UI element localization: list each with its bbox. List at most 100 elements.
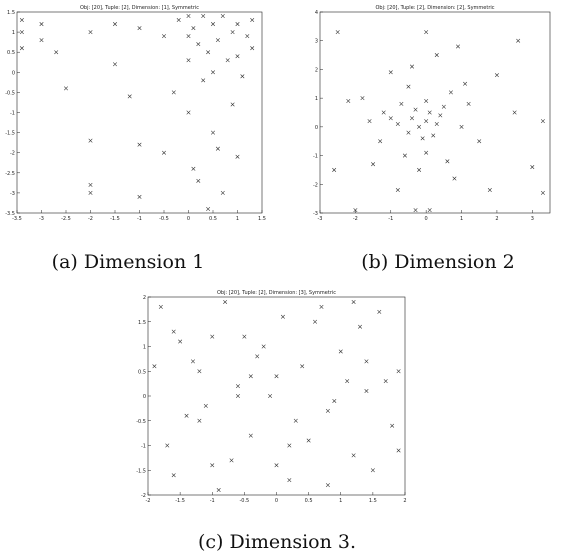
point (494, 73, 499, 78)
point (196, 42, 201, 47)
point (445, 159, 450, 164)
point (406, 130, 411, 135)
point (171, 90, 176, 95)
point (351, 453, 356, 458)
y-tick-label: -0.5 (5, 90, 15, 96)
y-tick-label: 1 (12, 30, 15, 36)
point (250, 18, 255, 23)
point (137, 194, 142, 199)
point (201, 78, 206, 83)
point (540, 190, 545, 195)
chart-title: Obj: [20], Tuple: [2], Dimension: [2], S… (375, 5, 494, 11)
point (63, 86, 69, 91)
point (210, 130, 216, 135)
point (313, 319, 318, 324)
point (280, 314, 285, 319)
point (197, 369, 202, 374)
point (88, 182, 93, 187)
point (319, 304, 324, 309)
x-tick-label: 0 (425, 216, 428, 222)
point (424, 150, 429, 155)
x-tick-label: 1.5 (369, 498, 377, 504)
point (206, 206, 211, 211)
point (332, 398, 337, 403)
point (158, 304, 163, 309)
point (171, 473, 176, 478)
point (448, 90, 453, 95)
y-tick-label: 3 (315, 39, 318, 45)
point (358, 324, 363, 329)
point (396, 369, 401, 374)
point (215, 146, 220, 151)
point (345, 379, 350, 384)
point (431, 133, 436, 138)
y-tick-label: 0.5 (138, 369, 146, 375)
point (417, 167, 422, 172)
point (165, 443, 170, 448)
y-tick-label: 0 (315, 125, 318, 131)
point (197, 418, 202, 423)
point (230, 30, 235, 35)
point (338, 349, 343, 354)
point (176, 18, 181, 23)
point (381, 110, 386, 115)
point (424, 99, 429, 104)
point (383, 379, 388, 384)
point (427, 110, 432, 115)
point (210, 334, 215, 339)
point (137, 26, 142, 31)
point (417, 124, 422, 129)
chart-title: Obj: [20], Tuple: [2], Dimension: [3], S… (217, 290, 336, 296)
y-tick-label: 1.5 (7, 10, 15, 16)
point (530, 165, 535, 170)
x-tick-label: 1 (339, 498, 342, 504)
point (39, 38, 44, 43)
point (463, 81, 468, 86)
point (203, 403, 208, 408)
point (388, 70, 393, 75)
point (360, 96, 365, 101)
point (220, 190, 225, 195)
y-tick-label: 1 (315, 96, 318, 102)
point (240, 74, 245, 79)
point (378, 139, 383, 144)
x-tick-label: -3 (39, 216, 44, 222)
y-tick-label: -2 (141, 493, 146, 499)
x-tick-label: 0 (187, 216, 190, 222)
point (191, 166, 196, 171)
x-tick-label: -2.5 (61, 216, 71, 222)
x-tick-label: -0.5 (239, 498, 249, 504)
point (441, 104, 446, 109)
point (377, 309, 382, 314)
point (39, 22, 44, 27)
point (306, 438, 311, 443)
x-tick-label: 1 (236, 216, 239, 222)
point (396, 448, 401, 453)
point (186, 34, 191, 39)
point (300, 364, 305, 369)
point (196, 178, 201, 183)
point (112, 62, 118, 67)
point (152, 364, 157, 369)
point (452, 176, 457, 181)
point (248, 374, 253, 379)
point (220, 14, 225, 19)
y-tick-label: -1.5 (5, 131, 15, 137)
x-tick-label: -1 (388, 216, 393, 222)
point (325, 408, 330, 413)
point (112, 22, 118, 27)
y-tick-label: -3 (313, 211, 318, 217)
point (223, 299, 228, 304)
point (137, 142, 142, 147)
point (325, 483, 330, 488)
y-tick-label: 1 (143, 345, 146, 351)
point (540, 119, 545, 124)
point (184, 413, 189, 418)
x-tick-label: 0 (275, 498, 278, 504)
point (216, 488, 221, 493)
point (186, 58, 191, 63)
y-tick-label: -1.5 (136, 468, 146, 474)
caption: (a) Dimension 1 (52, 251, 205, 273)
point (19, 30, 24, 35)
